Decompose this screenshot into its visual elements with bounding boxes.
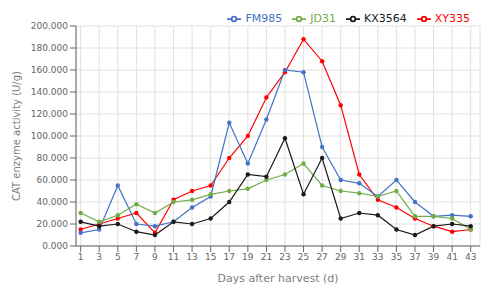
svg-text:39: 39 xyxy=(428,252,440,262)
svg-text:25: 25 xyxy=(298,252,309,262)
svg-text:200.000: 200.000 xyxy=(31,21,68,31)
svg-text:Days after harvest (d): Days after harvest (d) xyxy=(217,272,338,285)
svg-text:33: 33 xyxy=(372,252,383,262)
svg-text:160.000: 160.000 xyxy=(31,65,68,75)
svg-text:15: 15 xyxy=(205,252,216,262)
svg-text:13: 13 xyxy=(186,252,197,262)
svg-text:60.000: 60.000 xyxy=(37,175,69,185)
svg-text:180.000: 180.000 xyxy=(31,43,68,53)
svg-text:20.000: 20.000 xyxy=(37,219,69,229)
svg-text:23: 23 xyxy=(279,252,290,262)
svg-text:5: 5 xyxy=(115,252,121,262)
svg-text:1: 1 xyxy=(78,252,84,262)
svg-text:9: 9 xyxy=(152,252,158,262)
svg-text:80.000: 80.000 xyxy=(37,153,69,163)
svg-text:43: 43 xyxy=(465,252,476,262)
svg-text:11: 11 xyxy=(168,252,179,262)
svg-text:CAT enzyme activity (U/g): CAT enzyme activity (U/g) xyxy=(11,71,22,201)
svg-text:17: 17 xyxy=(224,252,235,262)
svg-text:21: 21 xyxy=(261,252,272,262)
svg-text:140.000: 140.000 xyxy=(31,87,68,97)
svg-text:31: 31 xyxy=(354,252,365,262)
svg-text:100.000: 100.000 xyxy=(31,131,68,141)
svg-text:7: 7 xyxy=(134,252,140,262)
svg-text:37: 37 xyxy=(409,252,420,262)
html-text:KX3564: KX3564 xyxy=(364,12,407,25)
svg-text:27: 27 xyxy=(316,252,327,262)
svg-text:40.000: 40.000 xyxy=(37,197,69,207)
svg-text:41: 41 xyxy=(446,252,457,262)
svg-text:35: 35 xyxy=(391,252,402,262)
html-text:JD31: JD31 xyxy=(310,12,336,25)
svg-text:29: 29 xyxy=(335,252,347,262)
svg-text:3: 3 xyxy=(96,252,102,262)
svg-text:120.000: 120.000 xyxy=(31,109,68,119)
html-text:FM985: FM985 xyxy=(245,12,283,25)
html-text:XY335: XY335 xyxy=(434,12,470,25)
svg-text:0.000: 0.000 xyxy=(42,241,68,251)
svg-text:19: 19 xyxy=(242,252,254,262)
